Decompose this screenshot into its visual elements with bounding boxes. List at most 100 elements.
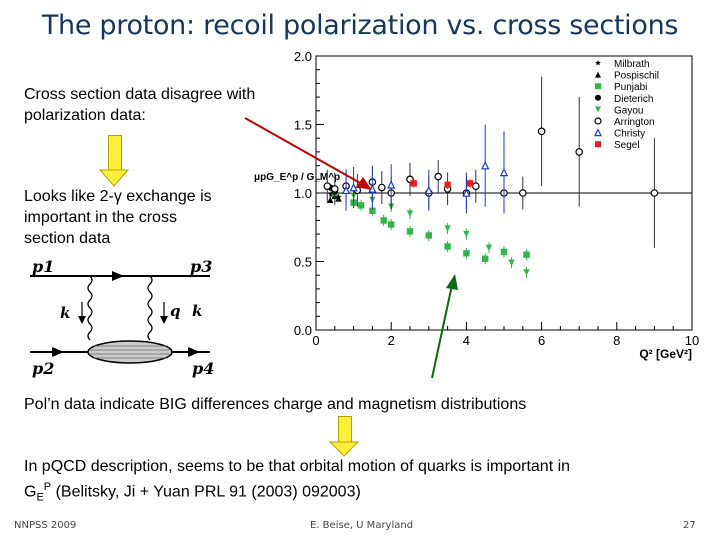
data-point (369, 207, 376, 215)
data-point (328, 191, 335, 197)
data-point (481, 161, 490, 170)
legend-label: Pospischil (614, 71, 659, 82)
legend-marker (595, 141, 601, 148)
data-point (444, 225, 451, 232)
data-point (424, 185, 433, 195)
polarization-text: Pol’n data indicate BIG differences char… (24, 396, 527, 413)
legend-label: Milbrath (614, 59, 650, 70)
lower-arrow-icon-left (52, 347, 64, 357)
data-point (323, 182, 332, 190)
label-p4: p4 (192, 359, 214, 378)
upper-arrow-icon (112, 271, 124, 281)
data-point (463, 230, 470, 238)
label-k: k (60, 304, 70, 322)
legend-label: Arrington (614, 117, 655, 128)
data-point (462, 188, 471, 197)
legend-marker (595, 83, 601, 90)
x-tick-label: 4 (463, 333, 470, 348)
text-line: In pQCD description, seems to be that or… (24, 458, 571, 475)
data-point (388, 221, 395, 228)
photon-line-1 (87, 275, 93, 341)
data-point (444, 181, 451, 188)
x-tick-label: 0 (312, 333, 319, 348)
data-point (335, 195, 342, 202)
legend-label: Segel (614, 140, 640, 151)
y-tick-label: 0.5 (294, 255, 312, 270)
g-symbol: G (24, 483, 37, 501)
x-tick-label: 10 (685, 333, 699, 348)
yellow-arrow-head-icon (98, 169, 130, 187)
data-point (500, 248, 508, 256)
label-p1: p1 (32, 257, 54, 276)
superscript-p: P (43, 481, 52, 493)
footer-left: NNPSS 2009 (14, 520, 77, 531)
data-point (406, 210, 414, 217)
data-point (463, 250, 470, 257)
subscript-e: E (36, 491, 44, 504)
label-p3: p3 (190, 257, 212, 276)
data-point (327, 196, 334, 204)
k2-arrow-icon (160, 316, 168, 324)
data-point (508, 259, 515, 267)
data-point (485, 244, 493, 251)
label-q: q (170, 302, 181, 320)
x-tick-label: 6 (538, 333, 545, 348)
data-point (434, 172, 443, 181)
text-line: section data (24, 230, 111, 247)
legend-marker (595, 71, 601, 78)
footer-center: E. Beise, U Maryland (310, 520, 414, 531)
data-point (406, 228, 414, 235)
series-gayou (350, 190, 530, 278)
data-point (444, 243, 451, 250)
slide-title: The proton: recoil polarization vs. cros… (41, 10, 679, 41)
data-point (410, 180, 417, 187)
legend-label: Christy (614, 129, 645, 140)
data-point (380, 217, 387, 224)
series-arrington (323, 76, 659, 248)
page-number: 27 (683, 520, 696, 531)
series-christy (341, 124, 509, 214)
y-tick-label: 1.0 (294, 186, 312, 201)
legend-marker (595, 60, 601, 66)
x-tick-label: 2 (388, 333, 395, 348)
data-point (523, 269, 530, 276)
data-point (482, 255, 489, 262)
label-k2: k (192, 302, 202, 320)
y-tick-label: 1.5 (294, 118, 312, 133)
data-point (377, 183, 386, 192)
lower-arrow-icon-right (188, 347, 200, 357)
label-p2: p2 (32, 359, 54, 378)
data-point (330, 185, 339, 193)
reference-text: (Belitsky, Ji + Yuan PRL 91 (2003) 09200… (51, 483, 361, 501)
yellow-arrow-head-icon-2 (328, 441, 360, 457)
text-line: Cross section data disagree with (24, 86, 256, 103)
cross-section-disagree-text: Cross section data disagree with polariz… (24, 84, 255, 126)
data-point (518, 189, 527, 197)
data-point (387, 180, 396, 189)
text-line: polarization data: (24, 107, 146, 124)
two-gamma-text: Looks like 2-γ exchange is important in … (24, 186, 212, 249)
legend-label: Punjabi (614, 82, 647, 93)
data-point (523, 251, 530, 258)
photon-line-2 (147, 275, 153, 341)
legend-marker (594, 117, 602, 125)
data-point (357, 202, 365, 209)
data-point (650, 189, 659, 197)
legend-marker (594, 128, 602, 137)
data-point (349, 182, 358, 192)
data-point (466, 180, 474, 187)
data-point (425, 232, 432, 239)
y-tick-label: 2.0 (294, 49, 312, 64)
series-segel (410, 179, 474, 189)
data-point (537, 127, 546, 136)
text-line: GEP (Belitsky, Ji + Yuan PRL 91 (2003) 0… (24, 477, 570, 509)
legend-label: Gayou (614, 105, 643, 116)
legend-marker (595, 94, 601, 101)
hadron-blob (87, 340, 173, 364)
feynman-diagram: p1 p3 k q k p2 p4 (30, 257, 214, 378)
data-point (341, 185, 351, 195)
data-point (575, 148, 584, 156)
text-line: important in the cross (24, 209, 177, 226)
text-line: Looks like 2-γ exchange is (24, 188, 212, 205)
